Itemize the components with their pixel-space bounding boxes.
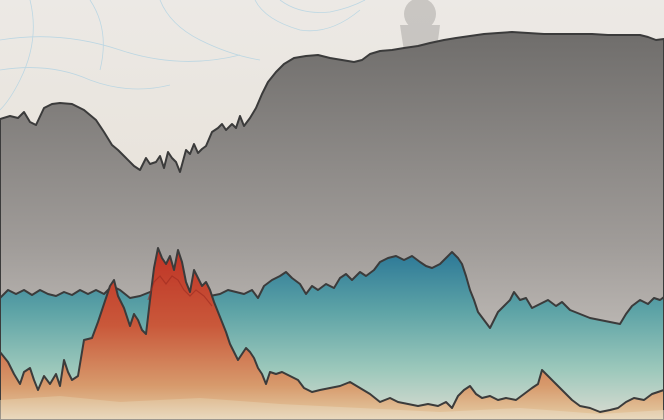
- red-peak: [0, 247, 664, 420]
- map-lines: [0, 0, 366, 111]
- red-peak-ridge: [147, 275, 213, 307]
- sand-foreground: [0, 396, 664, 420]
